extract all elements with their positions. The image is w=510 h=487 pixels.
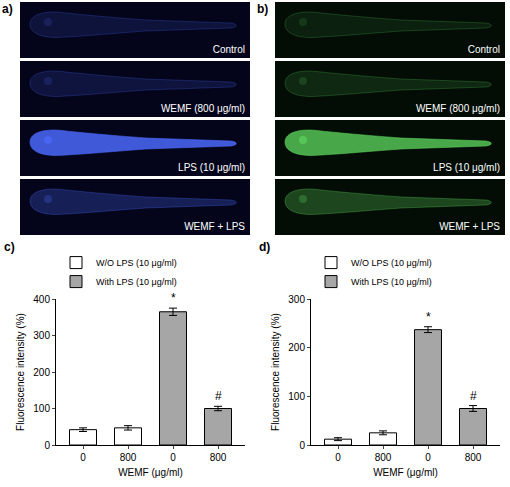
svg-text:0: 0 bbox=[44, 440, 50, 451]
html-text:c): c) bbox=[4, 240, 15, 254]
svg-text:Control: Control bbox=[468, 44, 500, 55]
svg-text:With LPS (10 μg/ml): With LPS (10 μg/ml) bbox=[351, 277, 432, 287]
svg-text:Fluorescence intensity (%): Fluorescence intensity (%) bbox=[15, 313, 26, 431]
svg-text:WEMF (800 μg/ml): WEMF (800 μg/ml) bbox=[416, 103, 500, 114]
svg-text:0: 0 bbox=[170, 452, 176, 463]
svg-text:W/O LPS (10 μg/ml): W/O LPS (10 μg/ml) bbox=[96, 258, 177, 268]
svg-text:300: 300 bbox=[288, 294, 305, 305]
svg-text:WEMF + LPS: WEMF + LPS bbox=[439, 221, 500, 232]
svg-text:LPS (10 μg/ml): LPS (10 μg/ml) bbox=[433, 162, 500, 173]
svg-text:100: 100 bbox=[288, 391, 305, 402]
html-text:a): a) bbox=[2, 2, 13, 16]
svg-text:300: 300 bbox=[33, 330, 50, 341]
svg-text:*: * bbox=[426, 310, 431, 324]
svg-text:LPS (10 μg/ml): LPS (10 μg/ml) bbox=[178, 162, 245, 173]
svg-text:0: 0 bbox=[299, 440, 305, 451]
svg-text:WEMF (μg/ml): WEMF (μg/ml) bbox=[118, 467, 183, 478]
svg-text:WEMF (μg/ml): WEMF (μg/ml) bbox=[373, 467, 438, 478]
svg-text:WEMF + LPS: WEMF + LPS bbox=[184, 221, 245, 232]
svg-text:Fluorescence intensity (%): Fluorescence intensity (%) bbox=[270, 313, 281, 431]
svg-text:0: 0 bbox=[80, 452, 86, 463]
svg-text:#: # bbox=[470, 389, 477, 403]
svg-text:#: # bbox=[215, 389, 222, 403]
svg-text:W/O LPS (10 μg/ml): W/O LPS (10 μg/ml) bbox=[351, 258, 432, 268]
svg-text:400: 400 bbox=[33, 294, 50, 305]
svg-text:0: 0 bbox=[335, 452, 341, 463]
svg-text:800: 800 bbox=[210, 452, 227, 463]
svg-text:800: 800 bbox=[120, 452, 137, 463]
svg-text:With LPS (10 μg/ml): With LPS (10 μg/ml) bbox=[96, 277, 177, 287]
svg-text:800: 800 bbox=[465, 452, 482, 463]
svg-text:100: 100 bbox=[33, 403, 50, 414]
svg-text:0: 0 bbox=[425, 452, 431, 463]
svg-text:200: 200 bbox=[288, 342, 305, 353]
svg-text:Control: Control bbox=[213, 44, 245, 55]
svg-text:800: 800 bbox=[375, 452, 392, 463]
svg-text:WEMF (800 μg/ml): WEMF (800 μg/ml) bbox=[161, 103, 245, 114]
html-text:b): b) bbox=[257, 2, 269, 16]
svg-text:*: * bbox=[171, 291, 176, 305]
html-text:d): d) bbox=[259, 240, 271, 254]
svg-text:200: 200 bbox=[33, 367, 50, 378]
